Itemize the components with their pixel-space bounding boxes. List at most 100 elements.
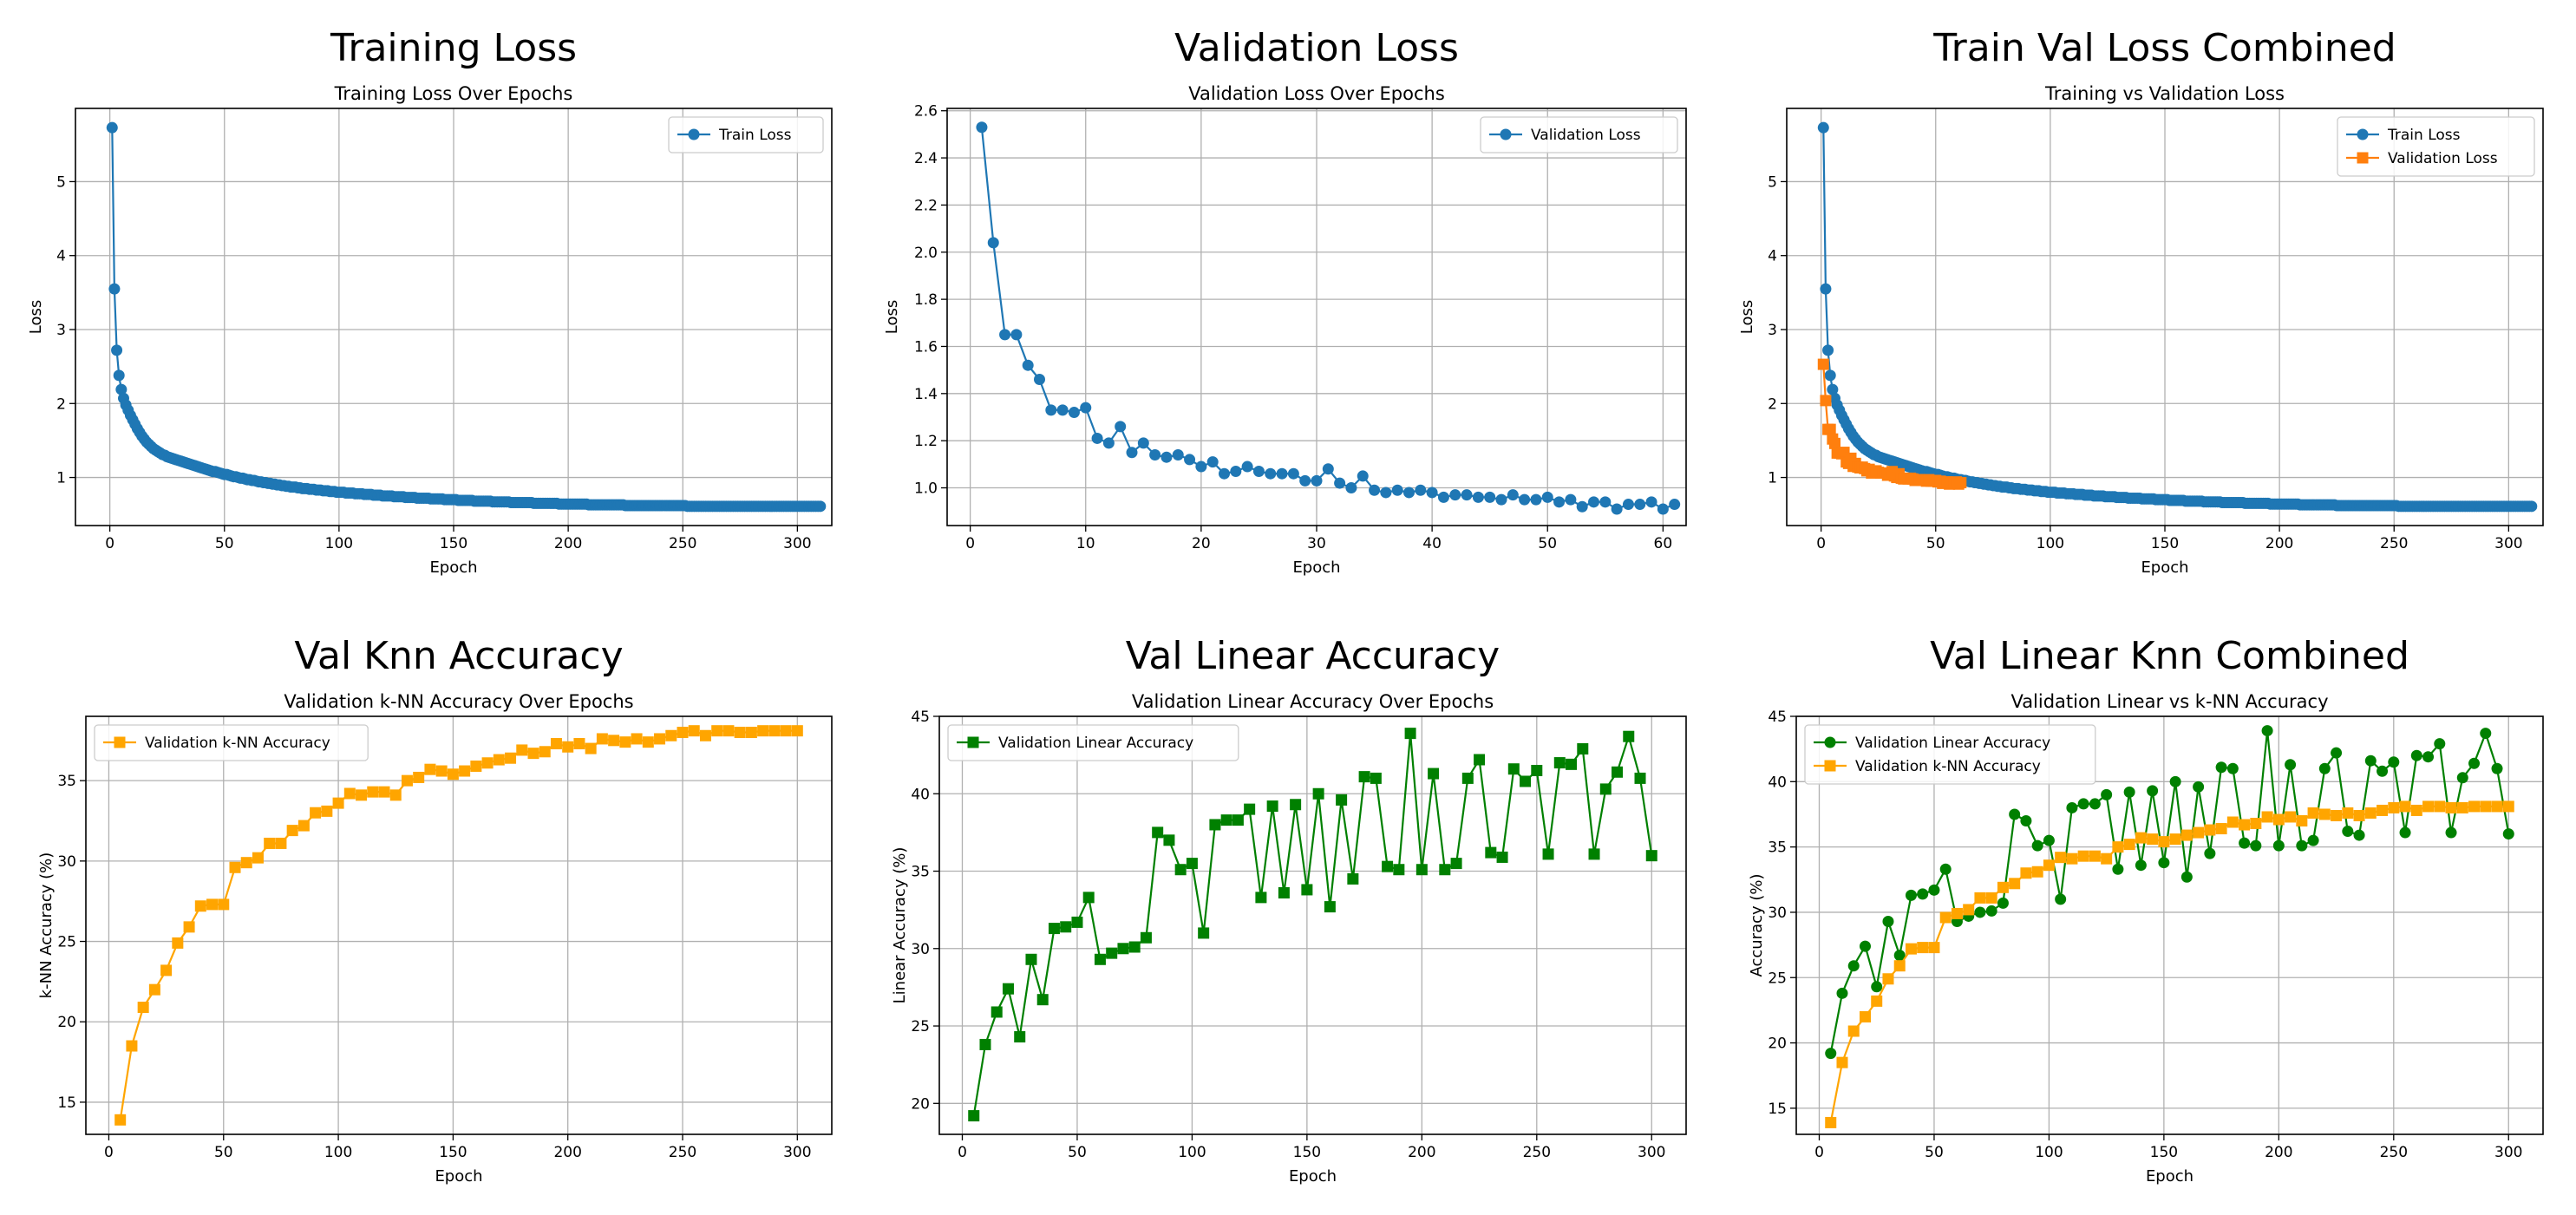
legend-frame <box>1804 724 2096 785</box>
data-point <box>2101 788 2113 800</box>
legend-label: Train Loss <box>2387 127 2461 144</box>
y-tick-label: 35 <box>57 773 76 790</box>
series-train-loss <box>1817 121 2538 513</box>
y-tick-label: 40 <box>911 786 930 803</box>
y-tick-label: 30 <box>57 853 76 871</box>
data-point <box>1025 953 1037 965</box>
y-tick-label: 1.8 <box>914 291 938 309</box>
data-point <box>1824 369 1836 382</box>
data-point <box>1391 484 1403 496</box>
data-point <box>2250 818 2262 830</box>
x-tick-label: 300 <box>783 1144 811 1161</box>
data-point <box>389 789 402 801</box>
data-point <box>1541 491 1553 503</box>
data-point <box>332 797 344 809</box>
data-point <box>2066 852 2078 865</box>
data-point <box>1439 864 1451 876</box>
x-axis-label: Epoch <box>429 559 477 577</box>
x-tick-label: 0 <box>965 535 975 552</box>
chart-panel-2: Validation Loss Validation Loss Over Epoc… <box>883 26 1687 577</box>
data-point <box>1174 864 1187 876</box>
data-point <box>2480 800 2492 813</box>
y-tick-label: 20 <box>1768 1035 1787 1053</box>
panel-suptitle: Val Knn Accuracy <box>294 634 623 678</box>
legend-swatch-marker <box>1500 128 1512 140</box>
data-point <box>688 725 700 737</box>
y-tick-label: 2.2 <box>914 197 938 214</box>
data-point <box>1106 947 1118 959</box>
legend-swatch-marker <box>114 736 126 748</box>
data-point <box>780 725 792 737</box>
data-point <box>1645 850 1657 862</box>
data-point <box>183 921 195 933</box>
plot-area <box>114 725 803 1126</box>
series-train-loss <box>106 121 827 513</box>
data-point <box>999 329 1011 341</box>
legend: Validation Linear Accuracy <box>947 724 1239 761</box>
data-point <box>1094 953 1106 965</box>
data-point <box>1905 889 1917 901</box>
x-tick-label: 100 <box>324 1144 352 1161</box>
axes-frame <box>75 108 833 526</box>
data-point <box>573 738 585 750</box>
data-point <box>1461 772 1474 784</box>
data-point <box>1825 1116 1837 1128</box>
data-point <box>711 725 723 737</box>
data-point <box>1034 374 1045 386</box>
data-point <box>2331 747 2343 759</box>
panel-suptitle: Val Linear Accuracy <box>1126 634 1500 678</box>
y-tick-label: 20 <box>57 1014 76 1031</box>
data-point <box>1117 943 1129 955</box>
y-axis-label: k-NN Accuracy (%) <box>37 852 56 999</box>
data-point <box>2055 852 2067 864</box>
data-point <box>1974 906 1986 918</box>
data-point <box>378 786 390 798</box>
x-tick-label: 20 <box>1192 535 1211 552</box>
data-point <box>1198 927 1210 939</box>
data-point <box>1657 503 1669 515</box>
y-axis-label: Loss <box>1738 300 1756 334</box>
x-tick-label: 150 <box>440 535 467 552</box>
legend-label: Validation Loss <box>1531 127 1641 144</box>
data-point <box>1172 448 1184 461</box>
y-tick-label: 20 <box>911 1095 930 1113</box>
data-point <box>562 741 574 753</box>
data-point <box>1152 826 1164 839</box>
axes-frame <box>938 715 1687 1135</box>
data-point <box>2226 816 2239 828</box>
x-tick-label: 0 <box>1814 1144 1824 1161</box>
data-point <box>1056 404 1069 416</box>
legend: Train Loss Validation Loss <box>2337 116 2535 177</box>
data-point <box>1820 283 1832 295</box>
x-tick-label: 50 <box>1068 1144 1087 1161</box>
legend-label: Validation k-NN Accuracy <box>145 735 330 752</box>
data-point <box>229 861 241 873</box>
x-axis-label: Epoch <box>2141 559 2188 577</box>
panel-suptitle: Val Linear Knn Combined <box>1930 634 2409 678</box>
data-point <box>367 786 379 798</box>
data-point <box>2101 852 2113 865</box>
data-point <box>745 727 757 739</box>
y-tick-label: 25 <box>1768 970 1787 987</box>
y-axis-label: Loss <box>27 300 45 334</box>
data-point <box>2468 800 2481 813</box>
x-tick-label: 50 <box>214 1144 233 1161</box>
data-point <box>1827 383 1839 395</box>
legend-item: Validation Linear Accuracy <box>1814 735 2050 752</box>
x-tick-label: 150 <box>1293 1144 1321 1161</box>
data-point <box>2331 809 2343 821</box>
data-point <box>1576 500 1588 513</box>
legend-swatch-marker <box>688 128 700 140</box>
data-point <box>1893 960 1906 972</box>
data-point <box>1426 487 1438 499</box>
data-point <box>2066 801 2078 813</box>
axes-frame <box>1795 715 2544 1135</box>
data-point <box>2377 804 2389 816</box>
data-point <box>1312 787 1324 800</box>
data-point <box>1599 496 1612 508</box>
x-tick-label: 100 <box>2037 535 2064 552</box>
data-point <box>172 937 184 949</box>
x-tick-label: 200 <box>2265 535 2293 552</box>
data-point <box>1847 960 1860 972</box>
grid-lines <box>1787 108 2543 526</box>
